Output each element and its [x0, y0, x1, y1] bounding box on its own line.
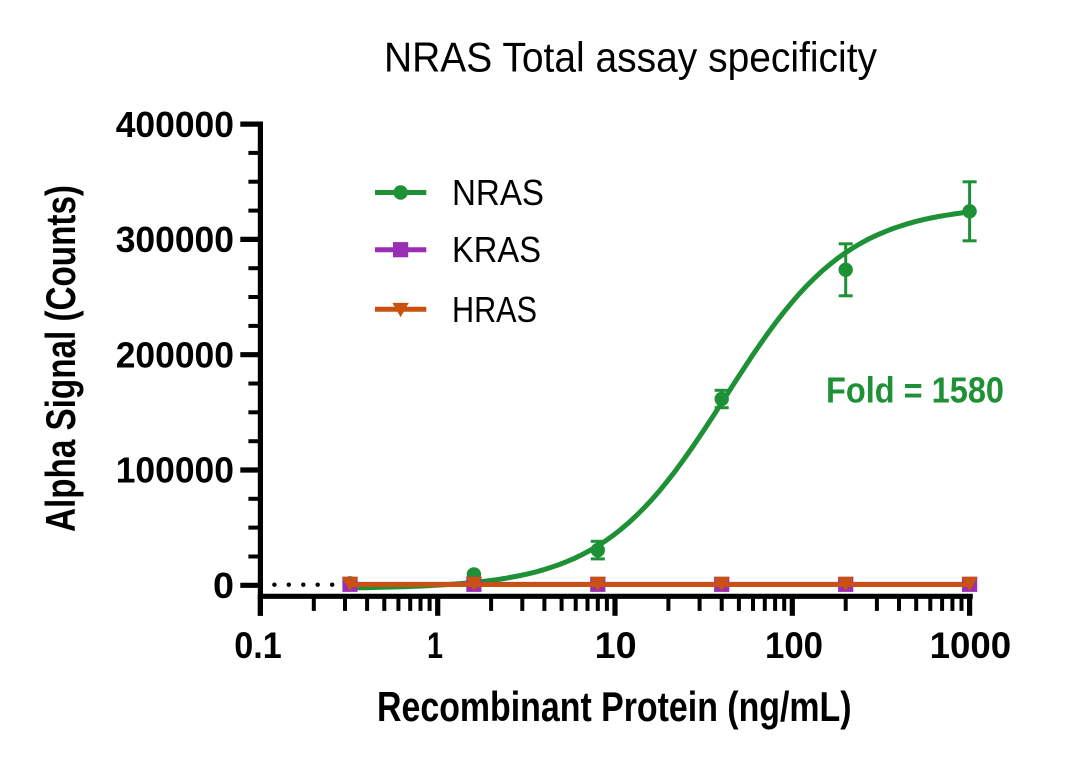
svg-text:100: 100: [765, 625, 823, 666]
svg-text:Fold = 1580: Fold = 1580: [826, 370, 1004, 411]
svg-text:100000: 100000: [116, 450, 234, 491]
svg-text:300000: 300000: [116, 219, 234, 260]
svg-text:KRAS: KRAS: [452, 229, 541, 270]
svg-text:Alpha Signal (Counts): Alpha Signal (Counts): [37, 185, 84, 532]
svg-text:1: 1: [427, 625, 443, 666]
svg-text:10: 10: [595, 625, 637, 666]
svg-text:HRAS: HRAS: [452, 289, 537, 330]
svg-text:NRAS Total assay specificity: NRAS Total assay specificity: [384, 34, 877, 81]
svg-text:NRAS: NRAS: [452, 172, 544, 213]
svg-text:Recombinant Protein (ng/mL): Recombinant Protein (ng/mL): [377, 683, 852, 730]
svg-text:0.1: 0.1: [234, 625, 282, 666]
svg-text:0: 0: [213, 565, 234, 606]
svg-text:400000: 400000: [116, 104, 234, 145]
svg-text:200000: 200000: [116, 334, 234, 375]
svg-text:1000: 1000: [930, 625, 1012, 666]
